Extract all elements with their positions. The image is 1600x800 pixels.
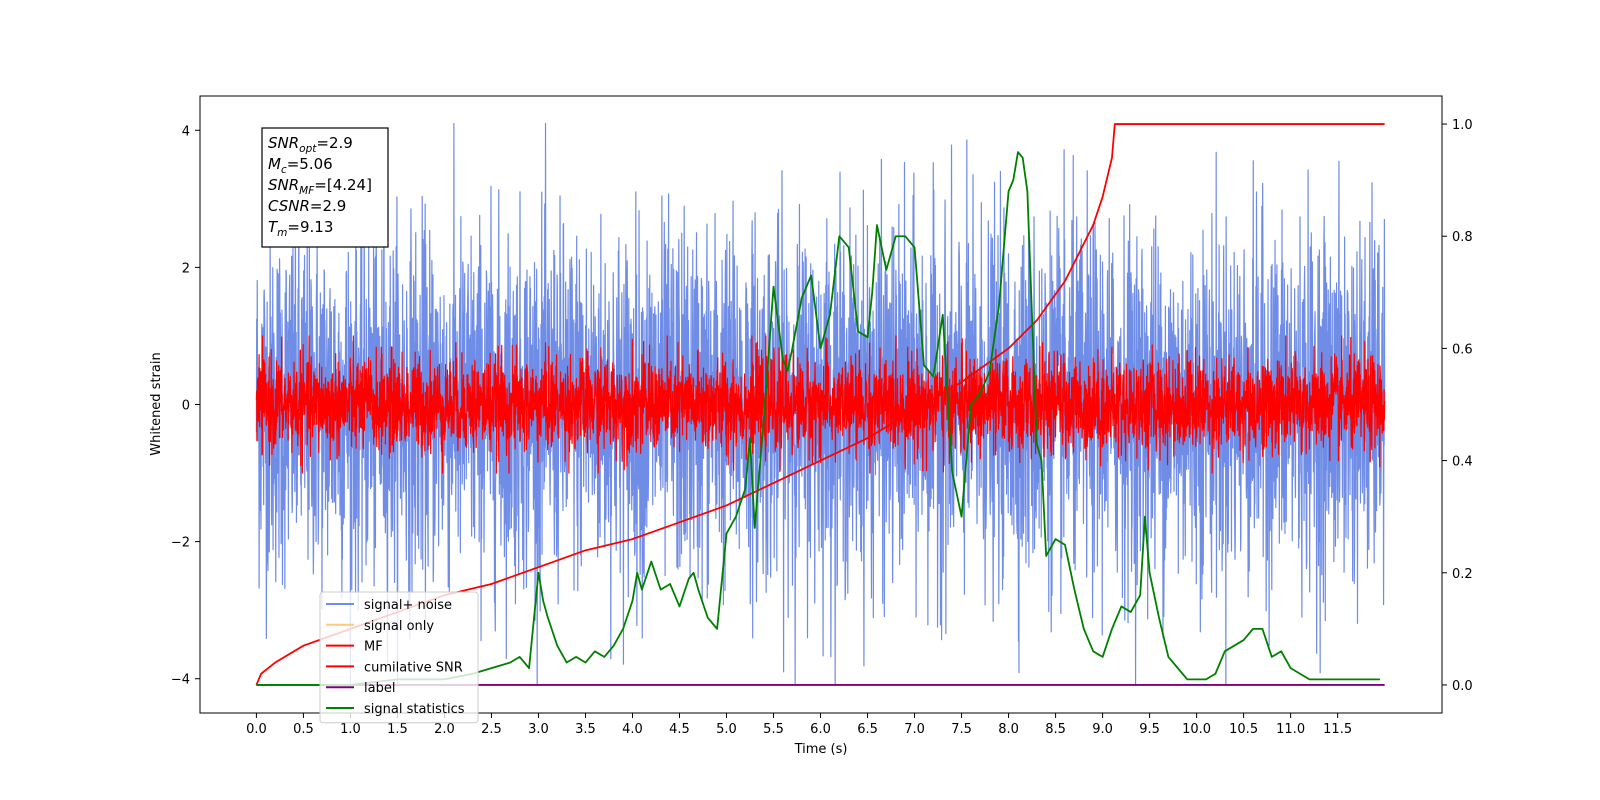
x-tick-label: 0.5 <box>293 722 314 737</box>
x-tick-label: 7.5 <box>951 722 972 737</box>
legend-label: signal only <box>364 619 434 634</box>
x-tick-label: 10.5 <box>1229 722 1258 737</box>
x-tick-label: 9.0 <box>1092 722 1113 737</box>
annotation-frame <box>261 127 389 248</box>
x-tick-label: 4.5 <box>669 722 690 737</box>
annotation-line: Tm=9.13 <box>268 218 333 239</box>
x-tick-label: 1.5 <box>387 722 408 737</box>
y-axis-left: −4 −2 0 2 4 <box>171 124 200 688</box>
legend: signal+ noise signal only MF cumilative SNR… <box>319 591 479 724</box>
x-tick-label: 5.5 <box>763 722 784 737</box>
series-signal-statistics <box>256 151 1380 686</box>
y-left-tick-label: −4 <box>171 673 190 688</box>
y-left-tick-label: −2 <box>171 536 190 551</box>
x-axis: 0.0 0.5 1.0 1.5 2.0 2.5 3.0 3.5 4.0 4.5 5.0 5.5 6.0 6… <box>246 713 1352 737</box>
x-tick-label: 1.0 <box>340 722 361 737</box>
y-axis-right: 0.0 0.2 0.4 0.6 0.8 1.0 <box>1442 118 1473 694</box>
x-tick-label: 7.0 <box>904 722 925 737</box>
x-tick-label: 6.0 <box>810 722 831 737</box>
y-right-tick-label: 0.6 <box>1452 342 1473 357</box>
legend-label: signal statistics <box>364 702 465 717</box>
x-tick-label: 6.5 <box>857 722 878 737</box>
annotation-line: SNRMF=[4.24] <box>268 176 372 197</box>
x-tick-label: 2.0 <box>434 722 455 737</box>
x-tick-label: 8.5 <box>1045 722 1066 737</box>
x-tick-label: 5.0 <box>716 722 737 737</box>
y-left-tick-label: 4 <box>182 124 190 139</box>
y-left-tick-label: 0 <box>182 399 190 414</box>
x-tick-label: 3.5 <box>575 722 596 737</box>
x-tick-label: 2.5 <box>481 722 502 737</box>
y-right-tick-label: 0.2 <box>1452 567 1473 582</box>
y-right-tick-label: 0.4 <box>1452 455 1473 470</box>
legend-label: MF <box>364 640 383 655</box>
x-tick-label: 9.5 <box>1139 722 1160 737</box>
y-right-tick-label: 0.0 <box>1452 679 1473 694</box>
annotation-line: CSNR=2.9 <box>268 197 346 215</box>
annotation-line: Mc=5.06 <box>268 155 333 176</box>
x-tick-label: 11.0 <box>1276 722 1305 737</box>
series-mf <box>255 335 1386 474</box>
x-axis-label: Time (s) <box>794 742 848 757</box>
x-tick-label: 11.5 <box>1323 722 1352 737</box>
x-tick-label: 4.0 <box>622 722 643 737</box>
x-tick-label: 10.0 <box>1182 722 1211 737</box>
legend-label: cumilative SNR <box>364 660 463 675</box>
y-left-tick-label: 2 <box>182 261 190 276</box>
legend-frame <box>319 591 479 724</box>
y-axis-label: Whitened strain <box>149 352 164 455</box>
legend-label: label <box>364 681 395 696</box>
annotation-line: SNRopt=2.9 <box>268 134 353 155</box>
legend-label: signal+ noise <box>364 598 452 613</box>
x-tick-label: 0.0 <box>246 722 267 737</box>
x-tick-label: 3.0 <box>528 722 549 737</box>
x-tick-label: 8.0 <box>998 722 1019 737</box>
y-right-tick-label: 0.8 <box>1452 230 1473 245</box>
y-right-tick-label: 1.0 <box>1452 118 1473 133</box>
